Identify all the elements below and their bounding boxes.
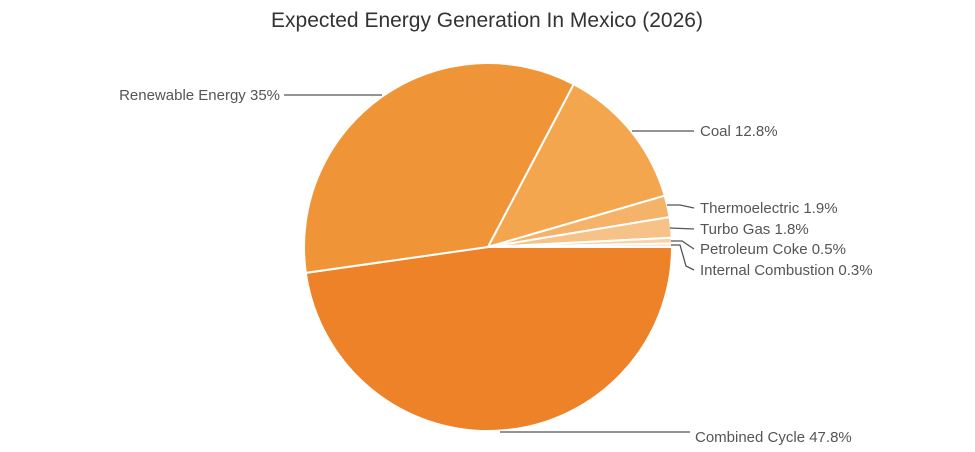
slice-label-thermoelectric: Thermoelectric 1.9% bbox=[700, 200, 838, 217]
pie-slice-coal bbox=[487, 83, 666, 248]
leader-line-turbo-gas bbox=[669, 227, 695, 230]
slice-label-turbo-gas: Turbo Gas 1.8% bbox=[700, 221, 809, 238]
slice-labels: Combined Cycle 47.8% Renewable Energy 35%… bbox=[119, 87, 873, 446]
slice-label-coal: Coal 12.8% bbox=[700, 123, 778, 140]
leader-line-thermoelectric bbox=[667, 204, 695, 209]
slice-label-renewable-energy: Renewable Energy 35% bbox=[119, 87, 280, 104]
pie-slices bbox=[303, 62, 674, 432]
slice-label-internal-combustion: Internal Combustion 0.3% bbox=[700, 262, 873, 279]
leader-line-internal-combustion bbox=[671, 244, 695, 271]
leader-line-petroleum-coke bbox=[671, 240, 695, 250]
slice-label-combined-cycle: Combined Cycle 47.8% bbox=[695, 429, 852, 446]
leader-lines bbox=[284, 94, 695, 433]
pie-slice-combined-cycle bbox=[304, 246, 673, 432]
chart-title: Expected Energy Generation In Mexico (20… bbox=[271, 9, 703, 32]
slice-label-petroleum-coke: Petroleum Coke 0.5% bbox=[700, 241, 846, 258]
pie-slice-renewable-energy bbox=[303, 62, 575, 274]
